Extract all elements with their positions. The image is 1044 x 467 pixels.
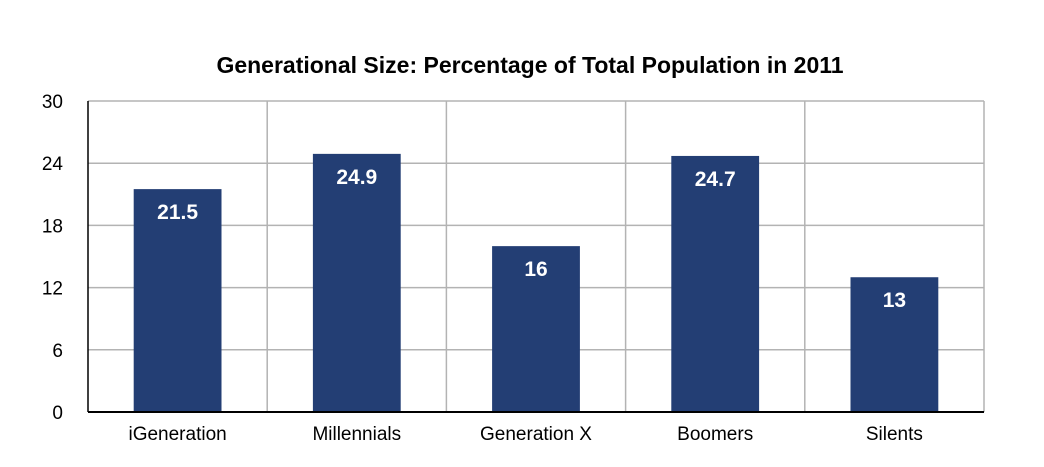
bar [671,155,760,412]
x-category-label: iGeneration [128,424,226,445]
x-category-label: Millennials [312,424,401,445]
x-category-label: Silents [866,424,923,445]
axis-layer [87,101,984,413]
grid-layer [88,100,985,412]
bar [312,153,401,412]
chart-title: Generational Size: Percentage of Total P… [216,52,843,78]
x-category-label: Generation X [480,424,592,445]
bar [492,246,580,412]
label-layer: 21.5 24.9 16 24.7 13 0 6 12 18 24 30 iGeneration Mil… [42,92,923,445]
data-label: 13 [883,289,906,312]
y-tick-label: 24 [42,154,64,175]
y-tick-label: 30 [42,92,63,113]
y-tick-label: 0 [52,403,63,424]
bar [850,277,939,412]
data-label: 21.5 [157,201,198,224]
y-tick-label: 12 [42,279,63,300]
x-category-label: Boomers [677,424,753,445]
bar [133,189,222,412]
bar-layer [133,153,939,412]
y-tick-label: 18 [42,216,63,237]
y-tick-label: 6 [52,341,63,362]
data-label: 24.9 [336,166,377,189]
data-label: 24.7 [695,168,736,191]
data-label: 16 [524,258,547,281]
